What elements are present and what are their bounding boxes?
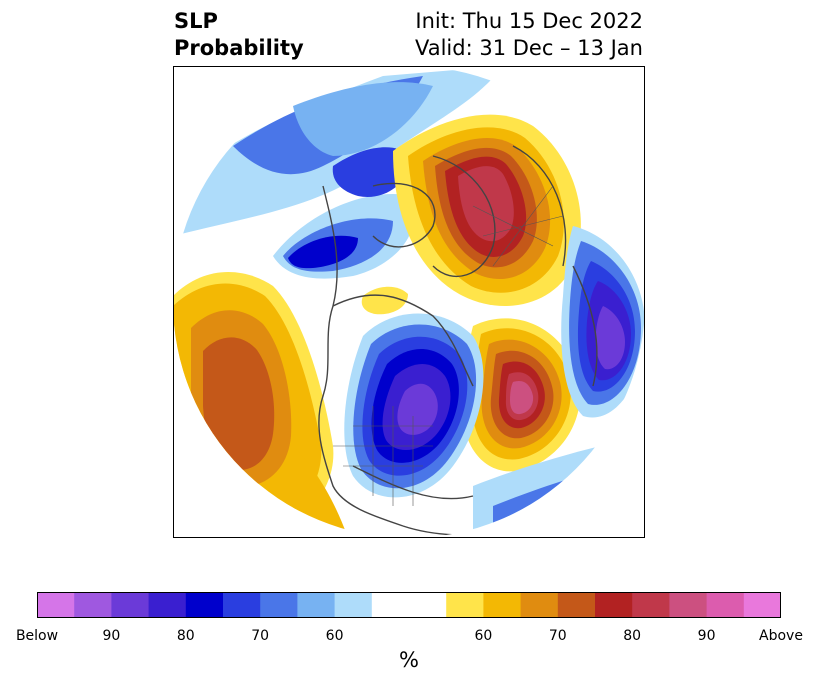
colorbar-bin — [743, 592, 781, 618]
colorbar-bin — [371, 592, 410, 618]
colorbar-bin — [223, 592, 261, 618]
map-title: SLP Probability — [174, 8, 304, 62]
polar-map-svg — [173, 66, 645, 538]
colorbar — [37, 592, 781, 618]
title-line-2: Probability — [174, 36, 304, 60]
colorbar-tick-label: 60 — [474, 628, 493, 644]
valid-period: Valid: 31 Dec – 13 Jan — [414, 36, 643, 60]
init-date: Init: Thu 15 Dec 2022 — [415, 9, 643, 33]
colorbar-bin — [185, 592, 224, 618]
colorbar-bin — [409, 592, 447, 618]
colorbar-bin — [669, 592, 708, 618]
colorbar-bin — [334, 592, 373, 618]
colorbar-tick-label: Above — [759, 628, 803, 644]
date-info: Init: Thu 15 Dec 2022 Valid: 31 Dec – 13… — [415, 8, 643, 62]
colorbar-bin — [148, 592, 187, 618]
title-line-1: SLP — [174, 9, 218, 33]
colorbar-bin — [111, 592, 150, 618]
colorbar-tick-label: 90 — [102, 628, 121, 644]
colorbar-bin — [37, 592, 75, 618]
colorbar-bin — [595, 592, 633, 618]
colorbar-bin — [557, 592, 596, 618]
probability-map — [173, 66, 645, 538]
colorbar-tick-label: 60 — [325, 628, 344, 644]
colorbar-bin — [520, 592, 559, 618]
colorbar-bin — [74, 592, 112, 618]
colorbar-tick-label: 80 — [176, 628, 195, 644]
colorbar-border — [37, 592, 781, 618]
colorbar-bin — [297, 592, 336, 618]
colorbar-tick-label: 70 — [251, 628, 270, 644]
colorbar-tick-label: Below — [15, 628, 59, 644]
colorbar-bin — [260, 592, 298, 618]
borders — [333, 185, 564, 506]
colorbar-tick-label: 90 — [697, 628, 716, 644]
colorbar-units: % — [399, 648, 419, 672]
colorbar-bin — [446, 592, 484, 618]
colorbar-bin — [483, 592, 522, 618]
colorbar-bin — [632, 592, 670, 618]
colorbar-tick-label: 80 — [623, 628, 642, 644]
colorbar-bin — [706, 592, 745, 618]
colorbar-tick-label: 70 — [548, 628, 567, 644]
